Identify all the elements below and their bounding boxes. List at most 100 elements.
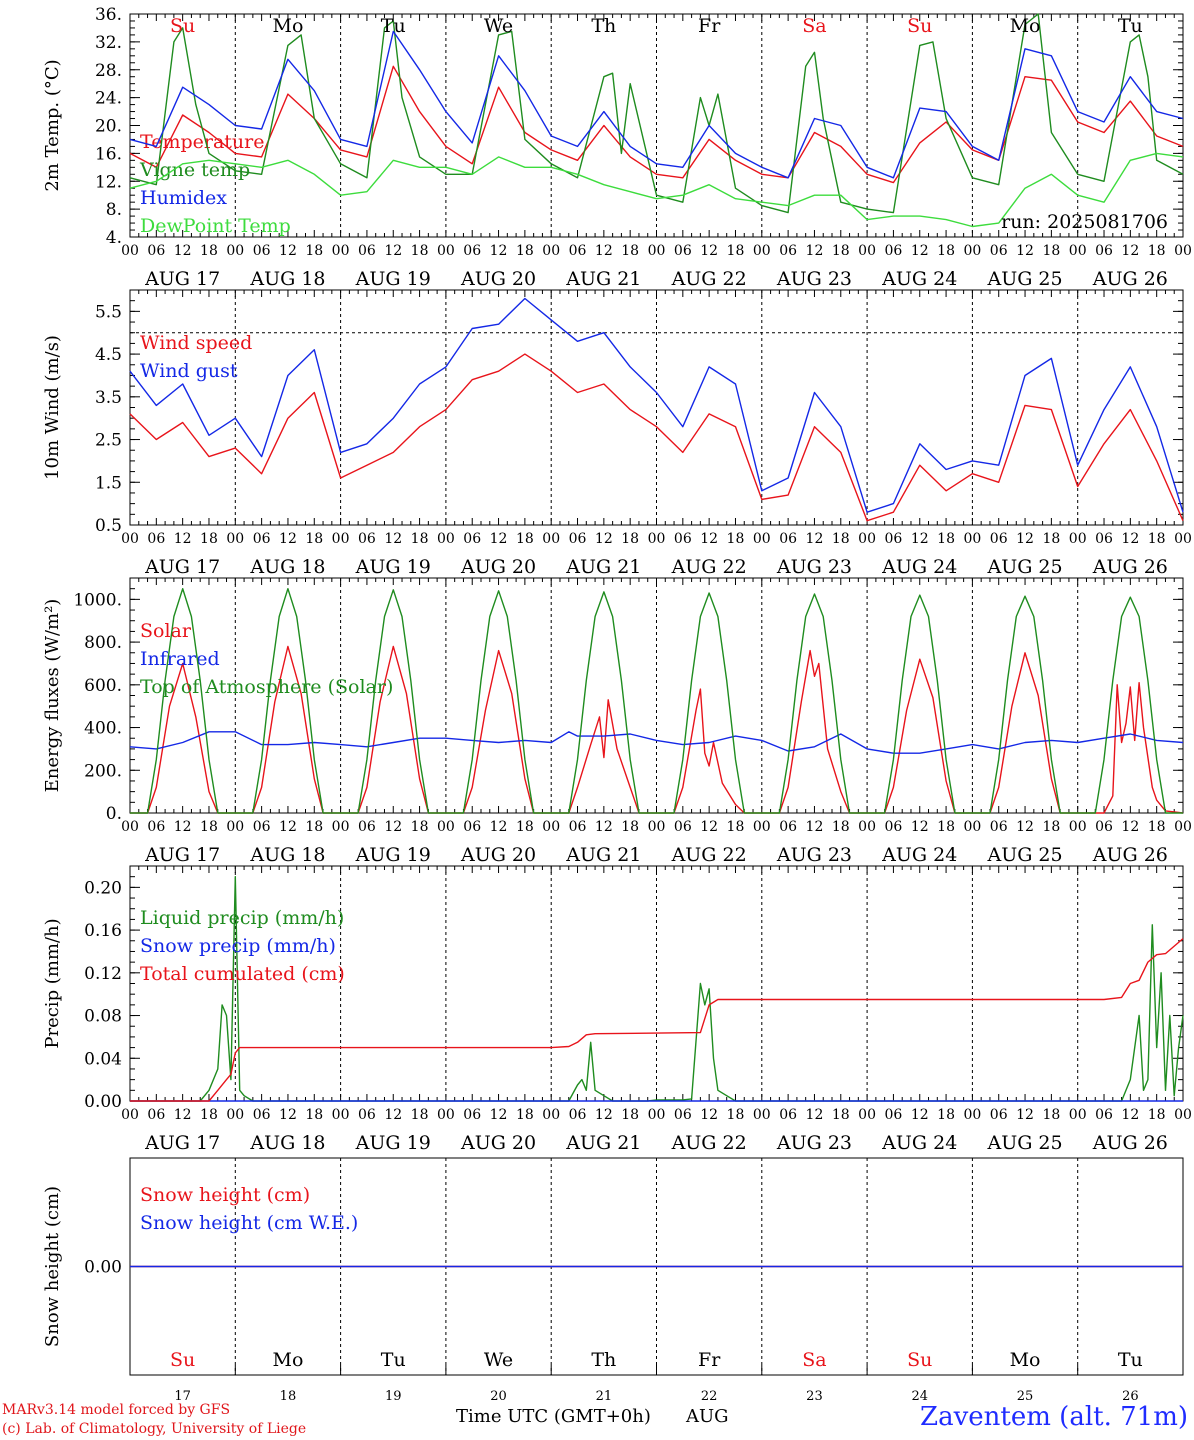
x-hour-label: 00 — [858, 1107, 876, 1123]
y-tick-label: 200. — [84, 761, 122, 781]
x-hour-label: 06 — [990, 243, 1008, 259]
y-tick-label: 0.5 — [95, 516, 122, 536]
legend-entry: Vigne temp — [139, 159, 250, 181]
series-line-wind-speed — [129, 353, 1184, 522]
x-hour-label: 00 — [963, 1107, 981, 1123]
x-hour-label: 00 — [437, 1107, 455, 1123]
y-tick-label: 32. — [95, 33, 122, 53]
x-hour-label: 06 — [674, 819, 692, 835]
date-label: AUG 26 — [1092, 1132, 1168, 1154]
x-hour-label: 06 — [569, 819, 587, 835]
x-hour-label: 12 — [174, 531, 192, 547]
series-line-vigne-temp — [129, 13, 1184, 214]
day-number-label: 23 — [806, 1389, 823, 1404]
x-hour-label: 12 — [174, 243, 192, 259]
date-label: AUG 20 — [460, 844, 536, 866]
x-hour-label: 18 — [832, 243, 850, 259]
y-tick-label: 0.00 — [84, 1092, 122, 1112]
y-tick-label: 20. — [95, 117, 122, 137]
y-tick-label: 5.5 — [95, 302, 122, 322]
x-hour-label: 00 — [332, 243, 350, 259]
date-label: AUG 25 — [986, 1132, 1062, 1154]
x-hour-label: 12 — [490, 243, 508, 259]
day-number-label: 19 — [385, 1389, 402, 1404]
x-hour-label: 00 — [648, 531, 666, 547]
x-hour-label: 06 — [147, 1107, 165, 1123]
x-hour-label: 18 — [832, 531, 850, 547]
weekday-label: Mo — [1010, 1349, 1041, 1371]
x-hour-label: 18 — [305, 531, 323, 547]
x-hour-label: 18 — [727, 531, 745, 547]
weekday-label: Mo — [1010, 15, 1041, 37]
x-hour-label: 18 — [937, 1107, 955, 1123]
x-hour-label: 12 — [384, 243, 402, 259]
x-hour-label: 06 — [253, 819, 271, 835]
x-hour-label: 00 — [1174, 819, 1192, 835]
x-hour-label: 18 — [200, 243, 218, 259]
y-tick-label: 4.5 — [95, 345, 122, 365]
date-label: AUG 17 — [144, 268, 220, 290]
x-hour-label: 00 — [121, 1107, 139, 1123]
x-hour-label: 18 — [1148, 243, 1166, 259]
weekday-label: Mo — [272, 15, 303, 37]
x-hour-label: 06 — [463, 819, 481, 835]
x-hour-label: 06 — [569, 531, 587, 547]
x-hour-label: 18 — [937, 819, 955, 835]
x-hour-label: 06 — [885, 819, 903, 835]
date-label: AUG 17 — [144, 556, 220, 578]
x-hour-label: 06 — [779, 1107, 797, 1123]
y-tick-label: 36. — [95, 5, 122, 25]
legend-entry: Solar — [140, 620, 192, 642]
legend-entry: Snow height (cm W.E.) — [140, 1212, 358, 1234]
x-hour-label: 06 — [674, 243, 692, 259]
legend-entry: Humidex — [140, 187, 227, 209]
legend-entry: Infrared — [140, 648, 220, 670]
weekday-label: Sa — [802, 15, 826, 37]
lab-credit: (c) Lab. of Climatology, University of L… — [2, 1421, 307, 1437]
day-number-label: 17 — [174, 1389, 191, 1404]
x-hour-label: 12 — [806, 531, 824, 547]
x-hour-label: 06 — [779, 243, 797, 259]
y-tick-label: 3.5 — [95, 388, 122, 408]
station-name: Zaventem (alt. 71m) — [920, 1402, 1188, 1432]
x-hour-label: 18 — [1042, 531, 1060, 547]
y-axis-label: Precip (mm/h) — [42, 918, 63, 1048]
x-hour-label: 06 — [569, 1107, 587, 1123]
date-label: AUG 24 — [881, 1132, 957, 1154]
y-tick-label: 1.5 — [95, 473, 122, 493]
y-tick-label: 4. — [106, 228, 122, 248]
date-label: AUG 24 — [881, 268, 957, 290]
x-hour-label: 06 — [1095, 243, 1113, 259]
x-hour-label: 12 — [911, 531, 929, 547]
x-hour-label: 12 — [806, 1107, 824, 1123]
y-tick-label: 0.20 — [84, 878, 122, 898]
x-hour-label: 18 — [200, 1107, 218, 1123]
weekday-label: Su — [170, 15, 195, 37]
weekday-label: Su — [907, 1349, 932, 1371]
series-line-humidex — [129, 30, 1184, 179]
weekday-label: Fr — [698, 1349, 721, 1371]
x-hour-label: 00 — [437, 819, 455, 835]
date-label: AUG 22 — [671, 1132, 747, 1154]
date-label: AUG 23 — [776, 844, 852, 866]
series-line-total-cumulated-cm- — [130, 938, 1184, 1102]
x-hour-label: 06 — [885, 243, 903, 259]
run-label: run: 2025081706 — [1001, 211, 1168, 233]
x-hour-label: 18 — [937, 531, 955, 547]
weekday-label: Tu — [1118, 1349, 1143, 1371]
x-hour-label: 12 — [700, 1107, 718, 1123]
x-hour-label: 12 — [700, 243, 718, 259]
legend-entry: Snow precip (mm/h) — [140, 935, 336, 957]
date-label: AUG 24 — [881, 844, 957, 866]
y-tick-label: 0.08 — [84, 1007, 122, 1027]
date-label: AUG 21 — [565, 556, 641, 578]
date-label: AUG 19 — [355, 844, 431, 866]
x-hour-label: 00 — [648, 819, 666, 835]
x-hour-label: 18 — [621, 819, 639, 835]
x-hour-label: 06 — [147, 243, 165, 259]
x-hour-label: 06 — [885, 531, 903, 547]
date-label: AUG 19 — [355, 1132, 431, 1154]
x-hour-label: 18 — [411, 819, 429, 835]
date-label: AUG 18 — [249, 556, 325, 578]
weekday-label: Su — [170, 1349, 195, 1371]
